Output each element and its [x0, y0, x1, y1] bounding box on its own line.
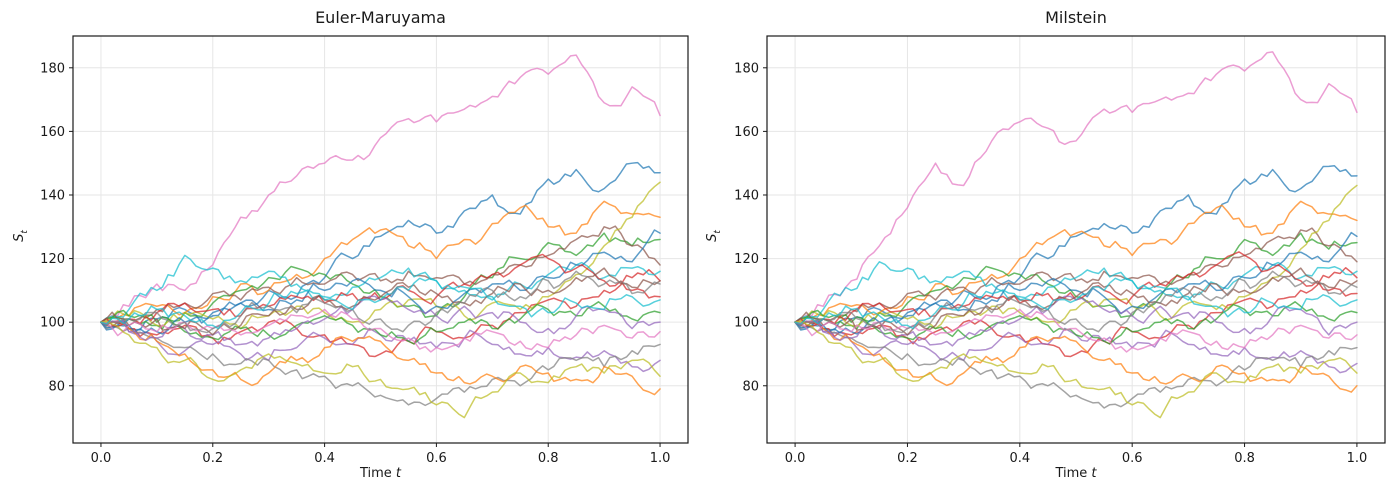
ticks: 0.0 0.2 0.4 0.6 0.8 1.0 80 100 120 140 160 180: [40, 61, 670, 466]
gbm-path-path-02: [100, 200, 661, 324]
ticks: 0.0 0.2 0.4 0.6 0.8 1.0 80 100 120 140 160 180: [734, 61, 1367, 466]
gbm-path-path-12: [794, 320, 1358, 393]
right-y-axis-label: St: [705, 230, 723, 242]
panel-euler-maruyama: 0.0 0.2 0.4 0.6 0.8 1.0 80 100 120 140 160 180: [40, 35, 689, 466]
sample-paths: [100, 54, 661, 419]
gbm-path-path-12: [100, 320, 661, 396]
y-tick-label: 140: [40, 188, 65, 203]
y-tick-label: 80: [742, 379, 759, 394]
plot-spines: [766, 35, 1386, 444]
gbm-path-path-11: [100, 229, 661, 335]
gbm-path-path-18: [100, 270, 661, 334]
gbm-path-path-09: [794, 184, 1358, 330]
x-tick-label: 0.8: [538, 451, 559, 466]
x-tick-label: 0.2: [202, 451, 223, 466]
x-tick-label: 0.6: [1122, 451, 1143, 466]
gbm-path-path-04: [100, 268, 661, 358]
y-tick-label: 140: [734, 188, 759, 203]
left-panel-title: Euler-Maruyama: [315, 8, 446, 27]
panel-milstein: 0.0 0.2 0.4 0.6 0.8 1.0 80 100 120 140 160 180: [734, 35, 1386, 466]
gbm-path-path-20: [794, 277, 1358, 330]
gbm-path-path-07: [100, 54, 661, 323]
gbm-path-path-01: [100, 161, 661, 331]
y-tick-label: 100: [734, 316, 759, 331]
gbm-path-path-19: [794, 320, 1358, 419]
x-tick-label: 1.0: [650, 451, 671, 466]
x-tick-label: 0.4: [314, 451, 335, 466]
gbm-path-path-08: [794, 321, 1358, 409]
x-tick-label: 0.6: [426, 451, 447, 466]
gbm-path-path-13: [100, 301, 661, 345]
x-tick-label: 0.0: [91, 451, 112, 466]
y-tick-label: 180: [734, 61, 759, 76]
plot-spines: [72, 35, 689, 444]
gbm-path-path-11: [794, 231, 1358, 335]
sample-paths: [794, 51, 1358, 419]
y-tick-label: 100: [40, 316, 65, 331]
gbm-path-path-08: [100, 321, 661, 407]
y-tick-label: 160: [734, 125, 759, 140]
y-tick-label: 160: [40, 125, 65, 140]
gbm-path-path-06: [794, 227, 1358, 328]
gbm-path-path-19: [100, 320, 661, 419]
gbm-path-path-09: [100, 181, 661, 330]
right-x-axis-label: Time t: [1055, 466, 1097, 481]
x-tick-label: 0.8: [1234, 451, 1255, 466]
gbm-path-path-07: [794, 51, 1358, 323]
x-tick-label: 0.0: [785, 451, 806, 466]
grid: [767, 36, 1385, 443]
gbm-path-path-18: [794, 270, 1358, 334]
right-panel-title: Milstein: [1045, 8, 1107, 27]
left-x-axis-label: Time t: [359, 466, 402, 481]
left-y-axis-label: St: [12, 230, 30, 242]
x-tick-label: 0.2: [897, 451, 918, 466]
x-tick-label: 1.0: [1347, 451, 1368, 466]
gbm-path-path-01: [794, 165, 1358, 331]
gbm-path-path-06: [100, 225, 661, 328]
x-tick-label: 0.4: [1009, 451, 1030, 466]
gbm-path-path-20: [100, 277, 661, 330]
y-tick-label: 120: [40, 252, 65, 267]
y-tick-label: 80: [48, 379, 65, 394]
gbm-path-path-13: [794, 301, 1358, 345]
grid: [73, 36, 688, 443]
y-tick-label: 120: [734, 252, 759, 267]
y-tick-label: 180: [40, 61, 65, 76]
gbm-path-path-04: [794, 266, 1358, 358]
